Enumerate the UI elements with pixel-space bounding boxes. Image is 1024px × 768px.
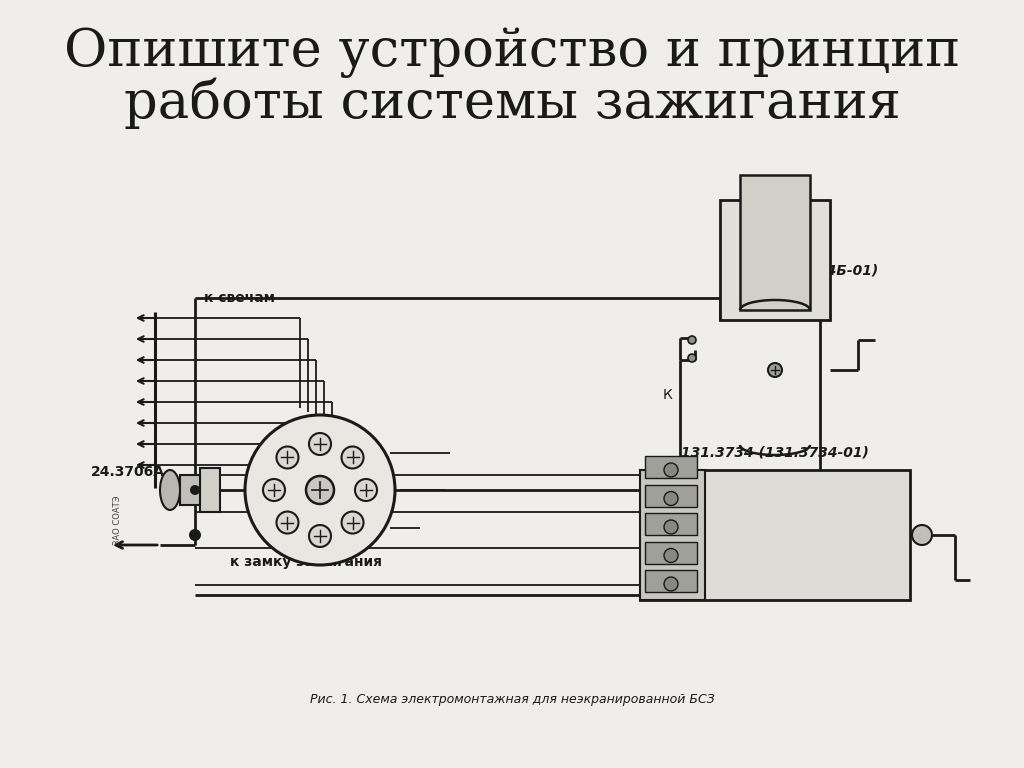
Bar (720, 200, 830, 320)
Text: 131.3734 (131.3734-01): 131.3734 (131.3734-01) (681, 445, 869, 459)
Bar (200, 468, 220, 512)
Bar (645, 513, 697, 535)
Text: СДЕЛАНО В РОСИИ: СДЕЛАНО В РОСИИ (761, 496, 769, 580)
Circle shape (355, 479, 377, 501)
Circle shape (190, 485, 200, 495)
Bar (640, 470, 910, 600)
Bar (645, 541, 697, 564)
Circle shape (664, 577, 678, 591)
Circle shape (306, 476, 334, 504)
Circle shape (342, 446, 364, 468)
Text: к свечам: к свечам (205, 291, 275, 305)
Bar (640, 470, 705, 600)
Text: КЗ  Д +12 В: КЗ Д +12 В (720, 497, 730, 563)
Circle shape (664, 548, 678, 562)
Text: 131.3734: 131.3734 (740, 515, 750, 555)
Circle shape (688, 336, 696, 344)
Text: 24.3706А: 24.3706А (91, 465, 165, 479)
Text: Рис. 1. Схема электромонтажная для неэкранированной БСЗ: Рис. 1. Схема электромонтажная для неэкр… (309, 694, 715, 707)
Text: К: К (664, 388, 673, 402)
Bar (645, 456, 697, 478)
Bar (740, 175, 810, 310)
Circle shape (768, 363, 782, 377)
Text: работы системы зажигания: работы системы зажигания (124, 78, 900, 129)
Circle shape (309, 525, 331, 547)
Circle shape (664, 520, 678, 534)
Circle shape (276, 446, 298, 468)
Circle shape (912, 525, 932, 545)
Ellipse shape (160, 470, 180, 510)
Bar (645, 570, 697, 592)
Circle shape (342, 511, 364, 534)
Circle shape (664, 492, 678, 505)
Circle shape (263, 479, 285, 501)
Text: к замку зажигания: к замку зажигания (230, 555, 382, 569)
Bar (180, 475, 200, 505)
Circle shape (309, 433, 331, 455)
Circle shape (664, 463, 678, 477)
Bar (645, 485, 697, 507)
Circle shape (276, 511, 298, 534)
Circle shape (688, 354, 696, 362)
Circle shape (245, 415, 395, 565)
Text: ЗАО СОАТЭ: ЗАО СОАТЭ (114, 495, 123, 545)
Circle shape (189, 529, 201, 541)
Text: Б116-02 (Б114Б-01): Б116-02 (Б114Б-01) (721, 263, 879, 277)
Text: Опишите устройство и принцип: Опишите устройство и принцип (63, 28, 961, 78)
